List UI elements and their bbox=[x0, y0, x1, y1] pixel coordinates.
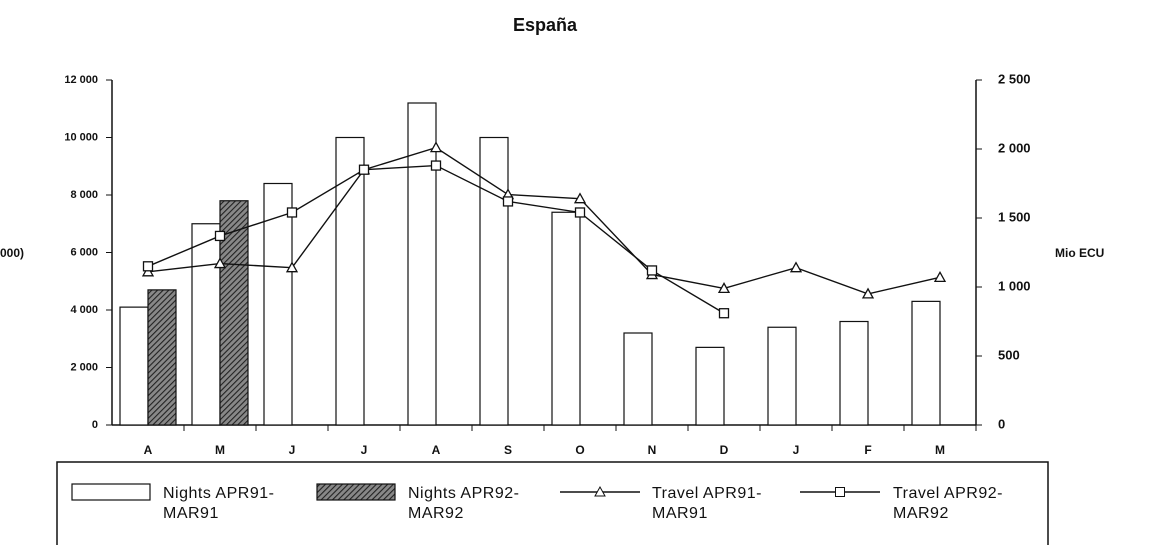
y-axis-label: 000) bbox=[0, 246, 24, 260]
marker-triangle bbox=[573, 192, 587, 204]
bar bbox=[695, 346, 725, 426]
marker-square bbox=[358, 164, 370, 175]
y-tick-label: 6 000 bbox=[70, 246, 98, 258]
x-tick-label: J bbox=[793, 443, 800, 457]
x-tick-label: A bbox=[432, 443, 441, 457]
marker-triangle bbox=[429, 141, 443, 153]
x-tick-label: D bbox=[720, 443, 729, 457]
bar bbox=[335, 136, 365, 426]
x-tick-label: S bbox=[504, 443, 512, 457]
x-tick-label: F bbox=[864, 443, 871, 457]
marker-triangle bbox=[933, 271, 947, 282]
marker-triangle bbox=[213, 257, 227, 269]
x-tick-label: A bbox=[144, 443, 153, 457]
y2-tick-label: 0 bbox=[998, 416, 1005, 431]
y-tick-label: 10 000 bbox=[64, 131, 98, 143]
marker-square bbox=[646, 265, 658, 276]
y2-tick-label: 2 500 bbox=[998, 71, 1031, 86]
legend-label: Nights APR91-MAR91 bbox=[163, 485, 275, 522]
legend-label: Travel APR91-MAR91 bbox=[652, 485, 762, 522]
bar bbox=[479, 136, 509, 426]
x-tick-label: M bbox=[215, 443, 225, 457]
x-tick-label: J bbox=[289, 443, 296, 457]
marker-square bbox=[286, 207, 298, 218]
legend-label: Travel APR92-MAR92 bbox=[893, 485, 1003, 522]
x-tick-label: O bbox=[575, 443, 584, 457]
y-tick-label: 2 000 bbox=[70, 361, 98, 373]
marker-triangle bbox=[861, 287, 875, 299]
marker-square bbox=[835, 487, 845, 497]
chart-title: España bbox=[513, 15, 578, 35]
bar bbox=[551, 211, 581, 426]
bar bbox=[767, 326, 797, 426]
legend-box bbox=[56, 461, 1049, 545]
marker-square bbox=[142, 261, 154, 272]
marker-square bbox=[502, 196, 514, 207]
y2-tick-label: 2 000 bbox=[998, 140, 1031, 155]
legend-swatch bbox=[316, 483, 396, 501]
x-tick-label: N bbox=[648, 443, 657, 457]
legend-swatch bbox=[71, 483, 151, 501]
marker-square bbox=[430, 160, 442, 171]
marker-triangle bbox=[285, 261, 299, 273]
bar bbox=[263, 182, 293, 426]
marker-triangle bbox=[717, 282, 731, 294]
bar bbox=[623, 332, 653, 426]
y-tick-label: 8 000 bbox=[70, 189, 98, 201]
line bbox=[147, 146, 941, 295]
legend-label: Nights APR92-MAR92 bbox=[408, 485, 520, 522]
bar bbox=[119, 306, 149, 426]
y2-tick-label: 500 bbox=[998, 347, 1020, 362]
legend-marker bbox=[835, 487, 845, 497]
marker-triangle bbox=[789, 261, 803, 273]
y-tick-label: 4 000 bbox=[70, 304, 98, 316]
y2-tick-label: 1 500 bbox=[998, 209, 1031, 224]
y-tick-label: 0 bbox=[92, 419, 98, 431]
marker-square bbox=[574, 207, 586, 218]
y2-tick-label: 1 000 bbox=[998, 278, 1031, 293]
bar bbox=[911, 300, 941, 426]
marker-square bbox=[214, 230, 226, 242]
bar bbox=[191, 223, 221, 426]
y-tick-label: 12 000 bbox=[64, 74, 98, 86]
y2-axis-label: Mio ECU bbox=[1055, 246, 1104, 260]
marker-square bbox=[718, 308, 730, 319]
x-tick-label: M bbox=[935, 443, 945, 457]
marker-triangle bbox=[594, 485, 606, 497]
bar bbox=[407, 102, 437, 426]
bar bbox=[147, 289, 177, 426]
legend-marker bbox=[594, 485, 606, 497]
x-tick-label: J bbox=[361, 443, 368, 457]
bar bbox=[839, 320, 869, 426]
